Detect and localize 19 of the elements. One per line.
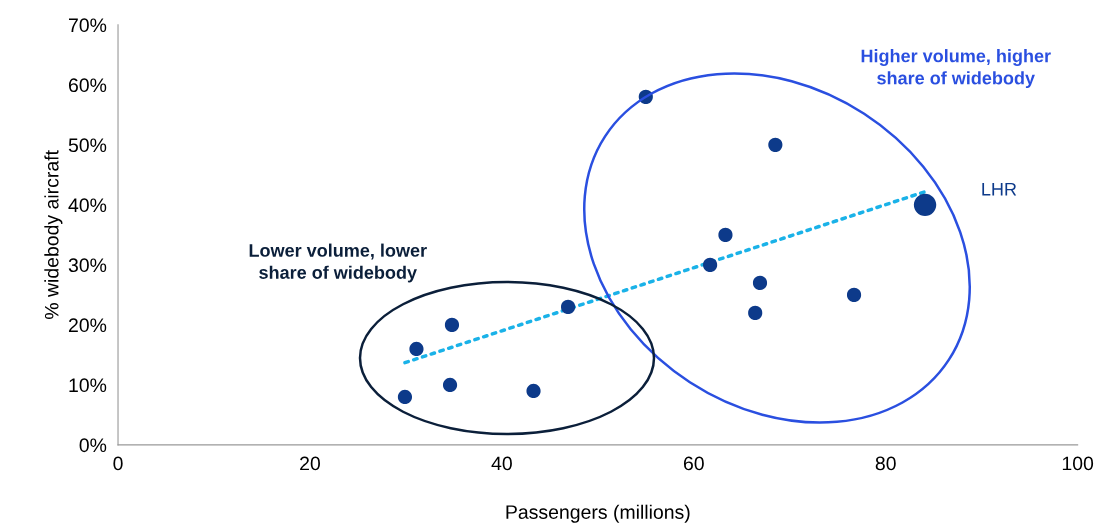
x-tick-label: 80 — [875, 456, 896, 471]
y-tick-label: 60% — [68, 78, 107, 93]
y-tick-label: 10% — [69, 378, 107, 393]
y-tick-label: 30% — [68, 258, 107, 273]
x-tick-label: 100 — [1062, 456, 1094, 471]
x-tick-label: 0 — [113, 456, 123, 471]
x-axis-title: Passengers (millions) — [506, 504, 690, 523]
annotation: Lower volume, lower share of widebody — [249, 243, 427, 283]
annotation: Higher volume, higher share of widebody — [861, 49, 1051, 89]
y-tick-label: 40% — [68, 198, 107, 213]
annotation: LHR — [982, 183, 1017, 196]
x-tick-label: 20 — [300, 456, 320, 471]
y-tick-label: 20% — [68, 318, 107, 333]
y-tick-label: 0% — [79, 438, 107, 453]
y-axis-title: % widebody aircraft — [44, 150, 63, 320]
x-tick-label: 60 — [683, 456, 704, 471]
y-tick-label: 50% — [68, 138, 107, 153]
x-tick-label: 40 — [491, 456, 512, 471]
y-tick-label: 70% — [68, 18, 107, 33]
